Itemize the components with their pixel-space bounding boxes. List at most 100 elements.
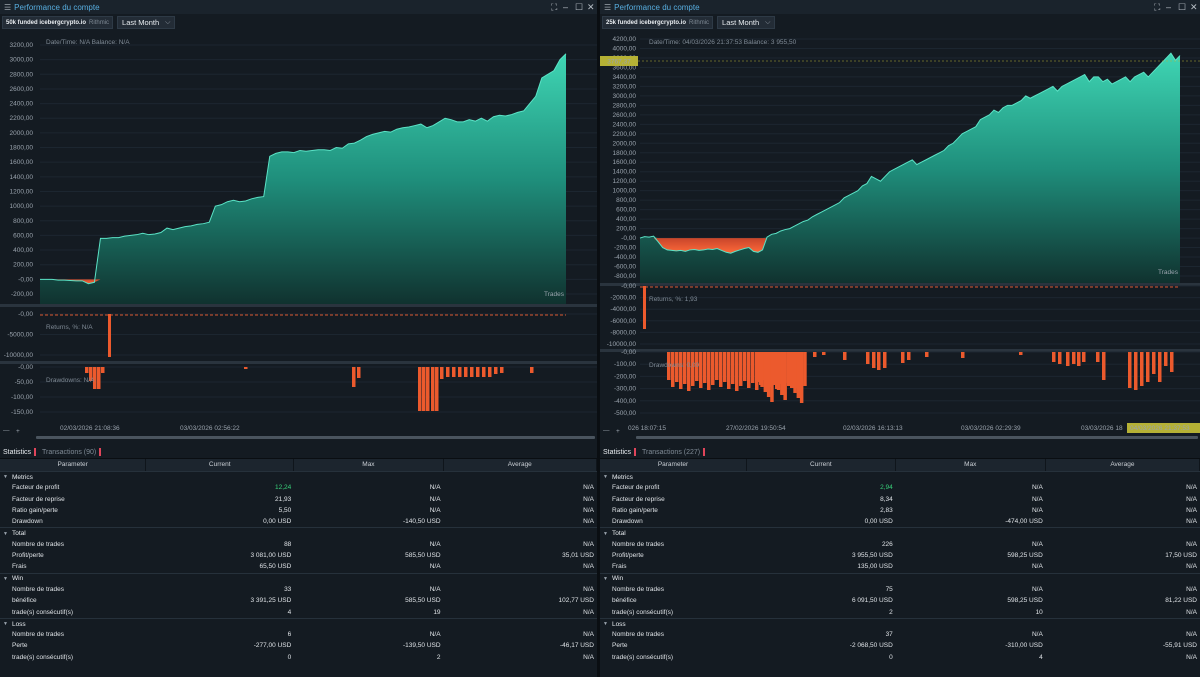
- drawdown-bar: [671, 352, 675, 387]
- column-header[interactable]: Average: [1046, 459, 1200, 471]
- column-header[interactable]: Parameter: [0, 459, 147, 471]
- period-value: Last Month: [122, 18, 160, 27]
- drawdown-bar: [452, 367, 456, 377]
- close-icon[interactable]: ✕: [1190, 2, 1198, 12]
- equity-tick-label: 3200,00: [613, 83, 637, 90]
- tab-transactions[interactable]: Transactions (90): [39, 448, 104, 456]
- max-cell: 4: [1039, 653, 1043, 661]
- time-tick-label: 026 18:07:15: [628, 425, 666, 432]
- drawdown-bar: [352, 367, 356, 387]
- column-header[interactable]: Average: [444, 459, 597, 471]
- returns-bar: [108, 314, 111, 357]
- group-row[interactable]: ▼ Win: [600, 572, 1200, 584]
- group-row[interactable]: ▼ Total: [600, 527, 1200, 538]
- group-row[interactable]: ▼ Total: [0, 527, 597, 538]
- zoom-out-icon[interactable]: —: [3, 427, 10, 434]
- group-row[interactable]: ▼ Metrics: [600, 471, 1200, 482]
- drawdown-bar: [799, 352, 804, 403]
- equity-loss-area: [40, 279, 566, 284]
- maximize-icon[interactable]: ☐: [1178, 2, 1187, 12]
- maximize-icon[interactable]: ☐: [575, 2, 584, 12]
- zoom-in-icon[interactable]: +: [616, 428, 620, 435]
- group-label: Loss: [611, 620, 626, 628]
- drawdown-bar: [707, 352, 711, 390]
- horizontal-scrollbar[interactable]: [36, 436, 595, 439]
- column-header[interactable]: Parameter: [600, 459, 747, 471]
- collapse-caret-icon[interactable]: ▼: [603, 575, 608, 582]
- pane-separator: [0, 304, 597, 307]
- statistics-table: Parameter Current Max Average ▼ Metrics Facte…: [0, 459, 597, 663]
- drawdown-bar: [1140, 352, 1144, 386]
- column-header[interactable]: Max: [294, 459, 444, 471]
- collapse-caret-icon[interactable]: ▼: [3, 530, 8, 537]
- group-row[interactable]: ▼ Win: [0, 572, 597, 584]
- tab-statistics[interactable]: Statistics: [0, 448, 39, 456]
- table-row: Drawdown 0,00 USD -140,50 USD N/A: [0, 516, 597, 527]
- link-icon[interactable]: ⛶: [1154, 2, 1161, 12]
- max-cell: 10: [1035, 608, 1043, 616]
- average-cell: N/A: [1186, 563, 1197, 571]
- horizontal-scrollbar[interactable]: [636, 436, 1198, 439]
- collapse-caret-icon[interactable]: ▼: [3, 474, 8, 481]
- performance-chart[interactable]: 3200,00 3000,00 2800,00 2600,00 2400,00 2200,…: [0, 31, 597, 443]
- info-label: Date/Time: N/A Balance: N/A: [46, 39, 130, 46]
- drawdown-bar: [723, 352, 727, 382]
- drawdown-bar: [1052, 352, 1056, 362]
- equity-tick-label: 3000,00: [10, 57, 34, 64]
- group-row[interactable]: ▼ Loss: [0, 617, 597, 629]
- parameter-cell: Nombre de trades: [12, 585, 65, 593]
- period-dropdown[interactable]: Last Month ⌵: [717, 16, 776, 29]
- collapse-caret-icon[interactable]: ▼: [3, 621, 8, 627]
- drawdown-bar: [727, 352, 731, 389]
- statistics-panel: Statistics Transactions (90) Parameter Cu…: [0, 446, 597, 677]
- collapse-caret-icon[interactable]: ▼: [603, 621, 608, 627]
- minimize-icon[interactable]: –: [1166, 2, 1172, 12]
- drawdown-bar: [1082, 352, 1086, 362]
- panel-splitter[interactable]: [597, 0, 600, 677]
- minimize-icon[interactable]: –: [563, 2, 569, 12]
- collapse-caret-icon[interactable]: ▼: [603, 474, 608, 481]
- drawdown-bar: [757, 352, 761, 382]
- zoom-out-icon[interactable]: —: [603, 427, 610, 434]
- equity-tick-label: 3000,00: [613, 93, 637, 100]
- account-selector[interactable]: 25k funded icebergcrypto.io Rithmic: [602, 16, 714, 29]
- equity-tick-label: 3200,00: [10, 42, 34, 49]
- equity-tick-label: 200,00: [616, 226, 636, 233]
- current-cell: 21,93: [275, 495, 292, 503]
- average-cell: N/A: [1186, 506, 1197, 514]
- tab-transactions[interactable]: Transactions (227): [639, 448, 708, 456]
- tab-statistics[interactable]: Statistics: [600, 448, 639, 456]
- parameter-cell: Drawdown: [12, 518, 43, 526]
- drawdown-bar: [500, 367, 504, 373]
- max-cell: -310,00 USD: [1005, 642, 1043, 650]
- table-row: trade(s) consécutif(s) 0 2 N/A: [0, 652, 597, 663]
- group-label: Metrics: [611, 473, 633, 481]
- account-selector[interactable]: 50k funded icebergcrypto.io Rithmic: [2, 16, 114, 29]
- performance-chart[interactable]: 4200,004000,003800,003600,003400,003200,…: [600, 31, 1200, 443]
- drawdown-bar: [843, 352, 847, 360]
- hamburger-menu-icon[interactable]: ☰: [604, 2, 612, 12]
- drawdown-tick-label: -200,00: [614, 373, 636, 380]
- column-header[interactable]: Current: [747, 459, 896, 471]
- equity-tick-label: 1800,00: [613, 150, 637, 157]
- parameter-cell: trade(s) consécutif(s): [12, 608, 74, 616]
- collapse-caret-icon[interactable]: ▼: [3, 575, 8, 582]
- column-header[interactable]: Max: [896, 459, 1046, 471]
- current-cell: 88: [284, 540, 292, 548]
- average-cell: N/A: [583, 540, 594, 548]
- group-row[interactable]: ▼ Metrics: [0, 471, 597, 482]
- link-icon[interactable]: ⛶: [551, 2, 558, 12]
- period-dropdown[interactable]: Last Month ⌵: [117, 16, 176, 29]
- zoom-in-icon[interactable]: +: [16, 428, 20, 435]
- equity-tick-label: -0,00: [621, 235, 636, 242]
- collapse-caret-icon[interactable]: ▼: [603, 530, 608, 537]
- max-cell: -140,50 USD: [402, 518, 441, 526]
- group-row[interactable]: ▼ Loss: [600, 617, 1200, 629]
- drawdown-bar: [747, 352, 751, 388]
- time-tick-label: 27/02/2026 19:50:54: [726, 425, 786, 432]
- column-header[interactable]: Current: [146, 459, 295, 471]
- close-icon[interactable]: ✕: [587, 2, 595, 12]
- account-name: 25k funded icebergcrypto.io: [606, 19, 687, 26]
- hamburger-menu-icon[interactable]: ☰: [4, 2, 12, 12]
- drawdown-bar: [763, 352, 768, 392]
